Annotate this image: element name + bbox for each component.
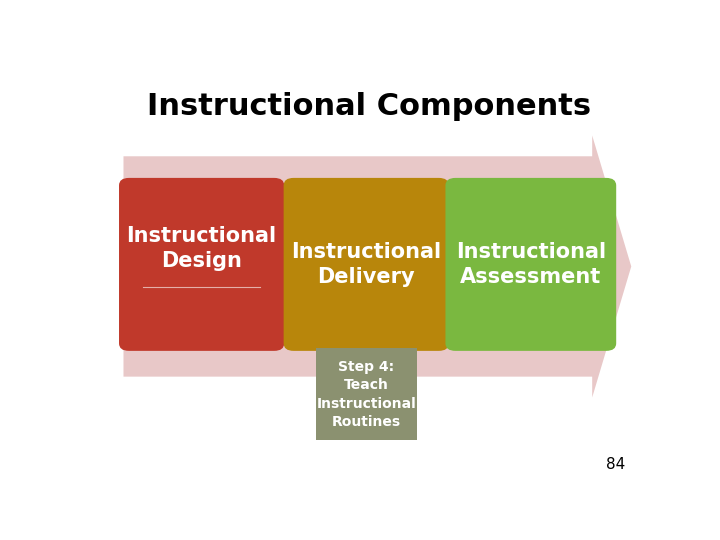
FancyBboxPatch shape — [119, 178, 284, 351]
Polygon shape — [124, 136, 631, 397]
Text: Instructional
Design: Instructional Design — [127, 226, 276, 271]
Text: Instructional
Assessment: Instructional Assessment — [456, 242, 606, 287]
FancyBboxPatch shape — [284, 178, 449, 351]
Text: 84: 84 — [606, 457, 626, 472]
FancyBboxPatch shape — [446, 178, 616, 351]
Text: Step 4:
Teach
Instructional
Routines: Step 4: Teach Instructional Routines — [316, 360, 416, 429]
FancyBboxPatch shape — [315, 348, 417, 440]
Text: Instructional Components: Instructional Components — [147, 92, 591, 121]
Text: Instructional
Delivery: Instructional Delivery — [291, 242, 441, 287]
